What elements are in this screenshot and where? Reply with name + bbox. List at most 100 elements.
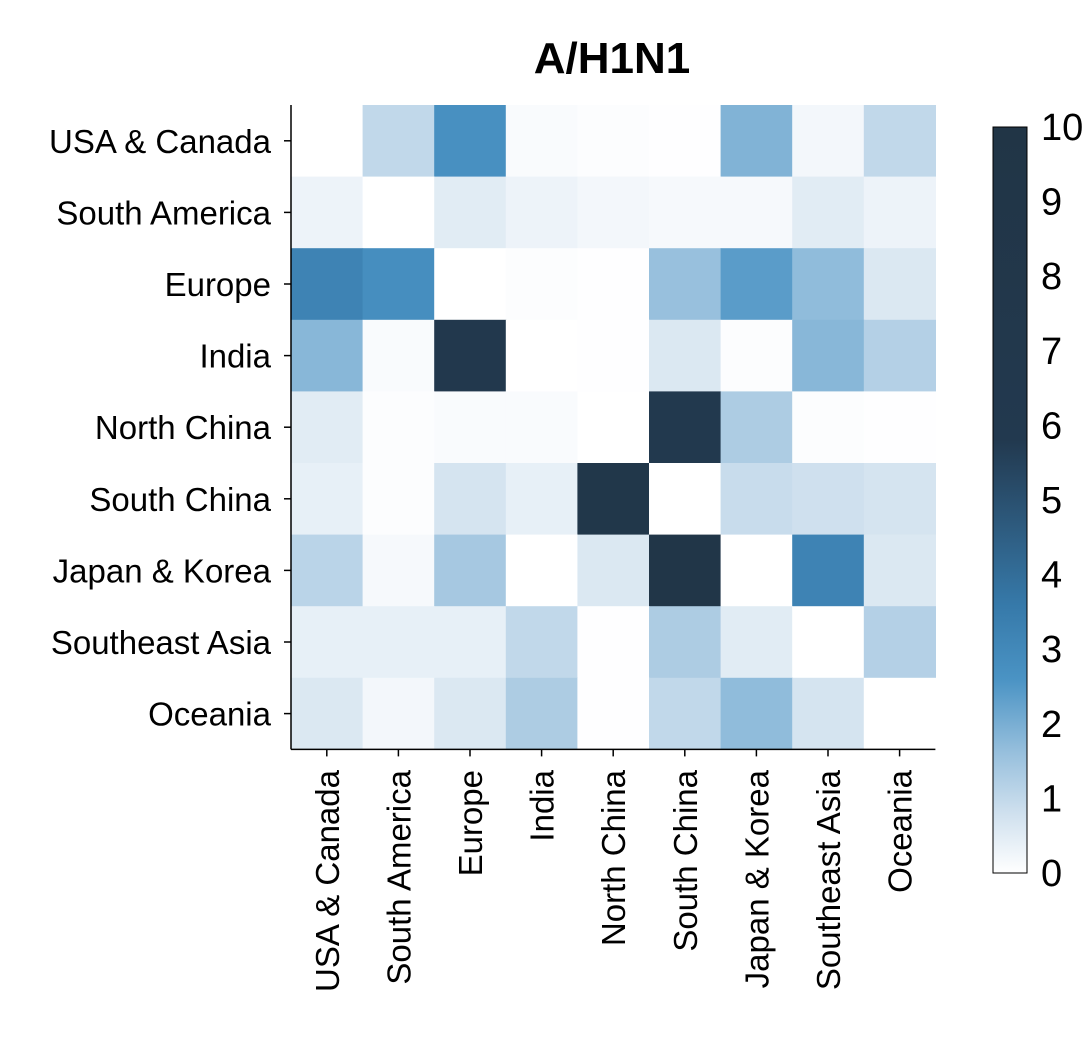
heatmap-cell — [577, 463, 650, 536]
heatmap-cell — [291, 534, 364, 607]
heatmap-cell — [792, 606, 865, 679]
heatmap-cell — [720, 606, 793, 679]
heatmap-cell — [720, 319, 793, 392]
heatmap-cell — [863, 176, 936, 249]
colorbar-tick-label: 1 — [1041, 778, 1062, 820]
heatmap-cell — [720, 176, 793, 249]
column-label: Southeast Asia — [810, 769, 847, 990]
row-label: India — [199, 338, 271, 375]
heatmap-cell — [362, 248, 435, 321]
heatmap-cell — [362, 534, 435, 607]
heatmap-cell — [434, 463, 507, 536]
row-label: South America — [56, 194, 271, 231]
heatmap-cell — [362, 105, 435, 178]
heatmap-cell — [505, 319, 578, 392]
heatmap-cell — [863, 677, 936, 750]
heatmap-cell — [291, 606, 364, 679]
colorbar-bar — [992, 126, 1028, 874]
heatmap-cell — [649, 606, 722, 679]
heatmap-cell — [505, 534, 578, 607]
heatmap-cell — [577, 176, 650, 249]
column-label: North China — [595, 769, 632, 946]
heatmap-cell — [434, 677, 507, 750]
heatmap-cell — [505, 248, 578, 321]
heatmap-cell — [863, 248, 936, 321]
heatmap-cell — [649, 319, 722, 392]
column-label: India — [524, 769, 561, 841]
heatmap-cell — [649, 463, 722, 536]
heatmap-cell — [792, 248, 865, 321]
heatmap-cell — [577, 534, 650, 607]
heatmap-cell — [649, 534, 722, 607]
colorbar-tick-label: 4 — [1041, 555, 1062, 597]
row-label: Southeast Asia — [51, 624, 272, 661]
heatmap-cell — [863, 391, 936, 464]
heatmap-cell — [863, 606, 936, 679]
column-label: Japan & Korea — [738, 769, 775, 988]
colorbar-tick-label: 2 — [1041, 704, 1062, 746]
heatmap-cell — [362, 463, 435, 536]
heatmap-cell — [505, 463, 578, 536]
heatmap-cell — [792, 319, 865, 392]
heatmap-cell — [434, 248, 507, 321]
colorbar-tick-label: 8 — [1041, 256, 1062, 298]
heatmap-cell — [291, 391, 364, 464]
heatmap-cell — [362, 606, 435, 679]
heatmap-cell — [577, 248, 650, 321]
row-label: North China — [95, 409, 272, 446]
heatmap-cell — [792, 176, 865, 249]
heatmap-cell — [362, 176, 435, 249]
heatmap-cell — [577, 677, 650, 750]
heatmap-cell — [720, 391, 793, 464]
colorbar-tick-label: 5 — [1041, 480, 1062, 522]
heatmap-cell — [505, 391, 578, 464]
row-label: Japan & Korea — [53, 552, 272, 589]
heatmap-cell — [649, 176, 722, 249]
heatmap-cell — [505, 176, 578, 249]
heatmap-cell — [291, 105, 364, 178]
heatmap-cell — [434, 176, 507, 249]
heatmap-cell — [291, 319, 364, 392]
heatmap-cell — [792, 105, 865, 178]
colorbar-tick-label: 6 — [1041, 405, 1062, 447]
heatmap-cell — [720, 534, 793, 607]
row-label: South China — [89, 481, 271, 518]
column-label: South America — [380, 769, 417, 984]
heatmap-cell — [792, 534, 865, 607]
heatmap-cell — [649, 248, 722, 321]
heatmap-cell — [792, 463, 865, 536]
heatmap-cell — [291, 463, 364, 536]
heatmap-cell — [649, 677, 722, 750]
heatmap-cell — [720, 677, 793, 750]
heatmap-cell — [362, 319, 435, 392]
colorbar-tick-label: 3 — [1041, 629, 1062, 671]
heatmap-cell — [434, 606, 507, 679]
heatmap-cell — [649, 105, 722, 178]
colorbar: 0 1 2 3 4 5 6 7 8 9 10 — [992, 107, 1083, 895]
heatmap-cell — [649, 391, 722, 464]
heatmap-cell — [362, 677, 435, 750]
colorbar-tick-label: 0 — [1041, 853, 1062, 895]
heatmap-cell — [291, 176, 364, 249]
chart-title: A/H1N1 — [534, 34, 691, 83]
colorbar-tick-label: 7 — [1041, 331, 1062, 373]
row-labels: USA & Canada South America Europe India Nort… — [49, 123, 272, 733]
heatmap-cells — [291, 105, 936, 750]
row-label: Oceania — [148, 696, 272, 733]
column-label: Europe — [452, 770, 489, 876]
heatmap-cell — [434, 319, 507, 392]
heatmap-cell — [291, 248, 364, 321]
heatmap-cell — [505, 105, 578, 178]
heatmap-cell — [577, 391, 650, 464]
heatmap-cell — [792, 391, 865, 464]
heatmap-cell — [863, 319, 936, 392]
row-label: USA & Canada — [49, 123, 272, 160]
heatmap-cell — [577, 319, 650, 392]
column-label: Oceania — [882, 769, 919, 893]
heatmap-cell — [577, 105, 650, 178]
heatmap-cell — [720, 248, 793, 321]
heatmap-cell — [434, 105, 507, 178]
heatmap-cell — [291, 677, 364, 750]
heatmap-cell — [863, 463, 936, 536]
